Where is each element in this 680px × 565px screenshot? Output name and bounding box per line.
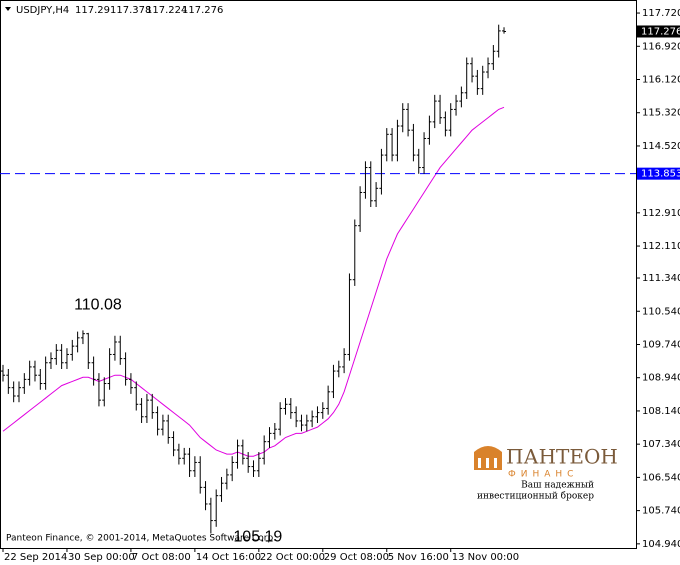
logo-column bbox=[486, 458, 489, 468]
current-price: 117.276 bbox=[641, 26, 680, 37]
y-tick-label: 106.540 bbox=[642, 472, 680, 483]
x-tick-label: 7 Oct 08:00 bbox=[132, 552, 191, 563]
x-tick-label: 22 Sep 2014 bbox=[4, 552, 67, 563]
y-tick-label: 104.940 bbox=[642, 539, 680, 550]
header-close: 117.276 bbox=[182, 5, 223, 16]
y-tick-label: 112.910 bbox=[642, 208, 680, 219]
logo-tagline: Ваш надежный bbox=[521, 481, 594, 491]
copyright: Panteon Finance, © 2001-2014, MetaQuotes… bbox=[6, 534, 276, 544]
logo: ПАНТЕОН ФИНАНС Ваш надежный инвестиционн… bbox=[474, 445, 618, 502]
x-tick-label: 30 Sep 00:00 bbox=[68, 552, 135, 563]
y-tick-label: 111.340 bbox=[642, 273, 680, 284]
y-tick-label: 114.520 bbox=[642, 141, 680, 152]
y-tick-label: 117.720 bbox=[642, 8, 680, 19]
hline-box bbox=[637, 167, 680, 180]
x-tick-label: 22 Oct 00:00 bbox=[260, 552, 325, 563]
logo-sub: ФИНАНС bbox=[508, 470, 578, 480]
header-low: 117.224 bbox=[146, 5, 187, 16]
y-tick-label: 116.920 bbox=[642, 41, 680, 52]
chart-title: USDJPY,H4 bbox=[16, 5, 69, 16]
x-tick-label: 29 Oct 08:00 bbox=[324, 552, 389, 563]
low-annotation: 105.19 bbox=[233, 529, 282, 546]
header-open: 117.29 bbox=[75, 5, 110, 16]
y-tick-label: 105.740 bbox=[642, 506, 680, 517]
logo-column bbox=[494, 458, 497, 468]
x-tick-label: 5 Nov 16:00 bbox=[388, 552, 449, 563]
high-annotation: 110.08 bbox=[74, 297, 122, 314]
y-tick-label: 108.140 bbox=[642, 406, 680, 417]
price-box bbox=[637, 25, 680, 38]
plot-frame bbox=[0, 0, 637, 549]
y-tick-label: 109.740 bbox=[642, 339, 680, 350]
header-high: 117.378 bbox=[110, 5, 151, 16]
y-tick-label: 108.940 bbox=[642, 373, 680, 384]
logo-name: ПАНТЕОН bbox=[506, 445, 618, 469]
logo-column bbox=[478, 458, 481, 468]
y-tick-label: 112.110 bbox=[642, 241, 680, 252]
x-tick-label: 14 Oct 16:00 bbox=[196, 552, 261, 563]
menu-arrow bbox=[5, 7, 11, 11]
logo-tagline: инвестиционный брокер bbox=[477, 491, 594, 502]
y-tick-label: 116.120 bbox=[642, 74, 680, 85]
x-tick-label: 13 Nov 00:00 bbox=[452, 552, 519, 563]
moving-average bbox=[2, 106, 505, 457]
y-tick-label: 110.540 bbox=[642, 306, 680, 317]
y-tick-label: 115.320 bbox=[642, 108, 680, 119]
hline-label: 113.853 bbox=[641, 169, 680, 180]
y-tick-label: 107.340 bbox=[642, 439, 680, 450]
